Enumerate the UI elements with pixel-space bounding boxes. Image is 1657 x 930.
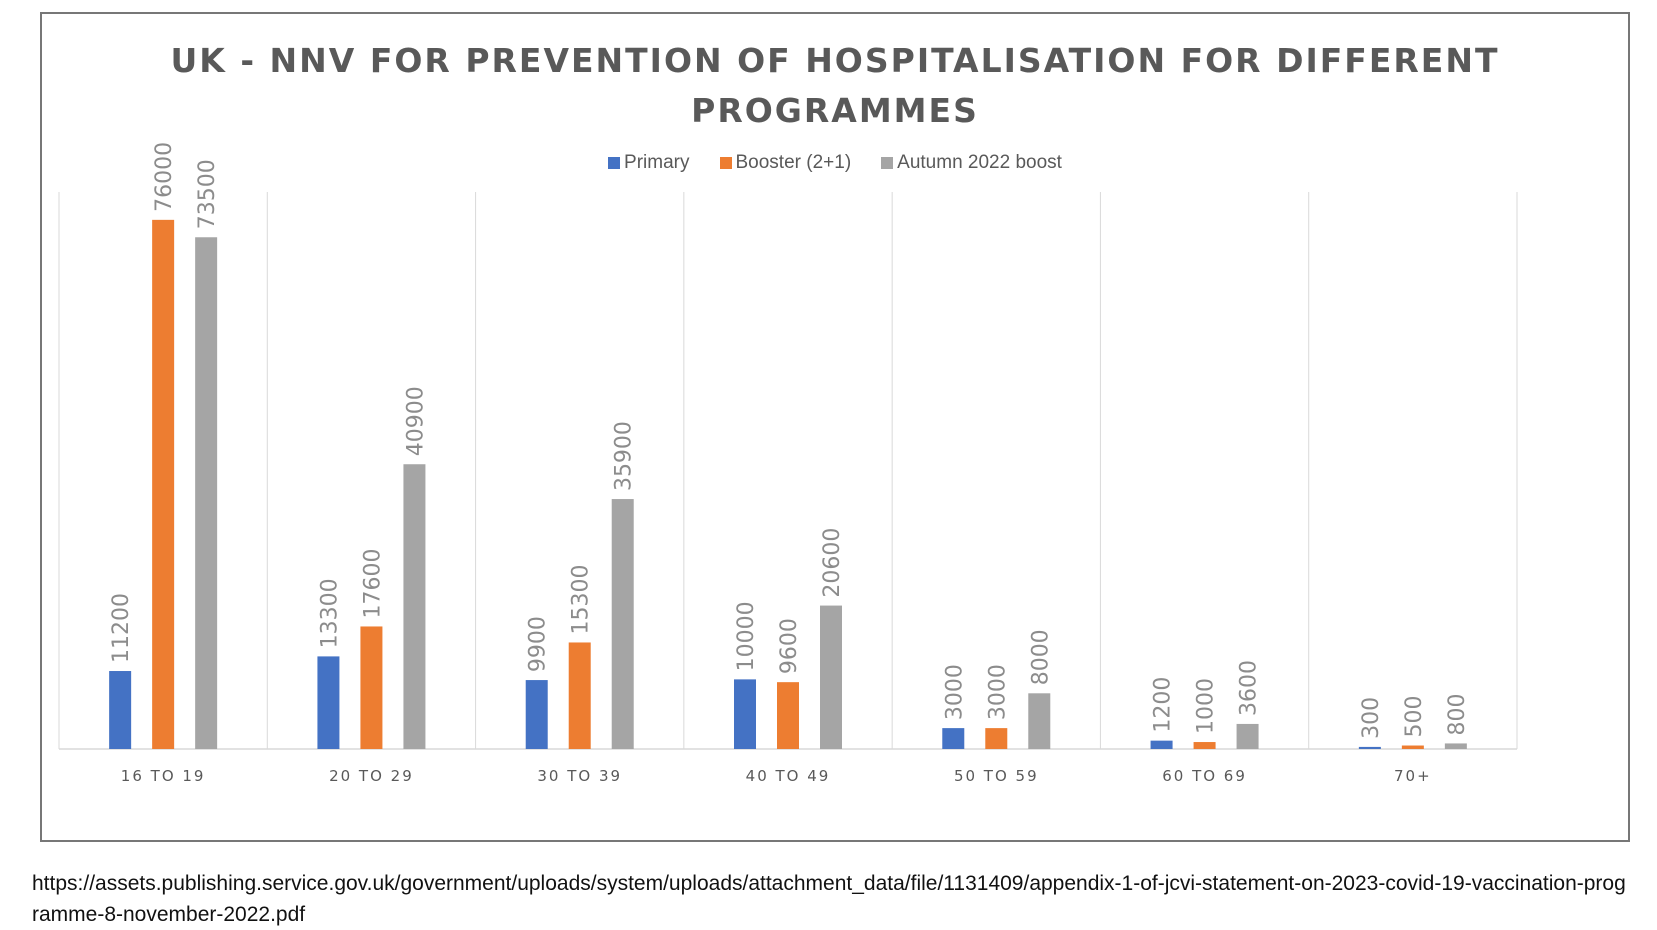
data-label: 8000 xyxy=(1028,629,1053,685)
x-tick-label: 50 TO 59 xyxy=(954,767,1039,785)
bar-primary-5 xyxy=(1150,740,1173,749)
bar-autumn-2022-boost-3 xyxy=(820,605,842,749)
bar-booster-2-1-6 xyxy=(1401,745,1424,749)
legend-label-primary: Primary xyxy=(624,152,690,173)
data-label: 15300 xyxy=(569,564,594,634)
bar-primary-4 xyxy=(942,728,965,749)
data-label: 9900 xyxy=(526,616,551,672)
data-label: 20600 xyxy=(820,528,845,598)
chart-title-line-2: PROGRAMMES xyxy=(691,91,979,130)
bar-booster-2-1-3 xyxy=(777,682,799,749)
x-tick-label: 20 TO 29 xyxy=(329,767,414,785)
bar-primary-3 xyxy=(734,679,756,749)
data-label: 800 xyxy=(1445,693,1470,735)
data-label: 9600 xyxy=(777,618,802,674)
legend-swatch-autumn xyxy=(881,157,894,169)
chart-title-line-1: UK - NNV FOR PREVENTION OF HOSPITALISATI… xyxy=(170,41,1500,80)
x-tick-label: 60 TO 69 xyxy=(1162,767,1247,785)
data-label: 11200 xyxy=(109,593,134,663)
plot-area: 11200 76000 73500 16 TO 19 13300 17600 40900 20… xyxy=(58,142,1518,785)
data-label: 3000 xyxy=(985,664,1010,720)
legend-swatch-primary xyxy=(608,157,621,169)
bar-booster-2-1-5 xyxy=(1193,742,1216,749)
bar-booster-2-1-0 xyxy=(152,219,175,750)
legend-item-booster: Booster (2+1) xyxy=(719,152,852,174)
legend: Primary Booster (2+1) Autumn 2022 boost xyxy=(42,152,1628,174)
chart-frame: UK - NNV FOR PREVENTION OF HOSPITALISATI… xyxy=(40,12,1630,842)
bar-autumn-2022-boost-5 xyxy=(1236,723,1259,749)
x-tick-label: 70+ xyxy=(1394,767,1432,785)
bar-autumn-2022-boost-6 xyxy=(1444,743,1467,749)
data-label: 3000 xyxy=(942,664,967,720)
data-label: 40900 xyxy=(403,386,428,456)
data-label: 1000 xyxy=(1194,678,1219,734)
data-label: 17600 xyxy=(360,548,385,618)
data-label: 1200 xyxy=(1151,677,1176,733)
bar-primary-1 xyxy=(317,656,340,749)
bar-autumn-2022-boost-2 xyxy=(611,499,634,749)
data-label: 35900 xyxy=(612,421,637,491)
bar-booster-2-1-4 xyxy=(985,728,1008,749)
data-label: 10000 xyxy=(734,601,759,671)
bar-autumn-2022-boost-0 xyxy=(195,237,218,749)
x-tick-label: 40 TO 49 xyxy=(746,767,831,785)
data-label: 73500 xyxy=(195,159,220,229)
x-tick-label: 16 TO 19 xyxy=(121,767,206,785)
legend-item-autumn: Autumn 2022 boost xyxy=(881,152,1062,174)
legend-label-autumn: Autumn 2022 boost xyxy=(897,152,1062,173)
bar-primary-6 xyxy=(1358,746,1381,749)
data-label: 76000 xyxy=(152,142,177,212)
bar-primary-0 xyxy=(109,671,132,749)
data-label: 13300 xyxy=(317,578,342,648)
data-label: 300 xyxy=(1359,697,1384,739)
source-url[interactable]: https://assets.publishing.service.gov.uk… xyxy=(32,872,1626,926)
x-tick-label: 30 TO 39 xyxy=(537,767,622,785)
legend-label-booster: Booster (2+1) xyxy=(735,152,852,173)
bar-autumn-2022-boost-4 xyxy=(1028,693,1051,749)
data-label: 3600 xyxy=(1237,660,1262,716)
data-label: 500 xyxy=(1402,696,1427,738)
legend-item-primary: Primary xyxy=(608,152,690,174)
legend-swatch-booster xyxy=(719,157,732,169)
chart-title: UK - NNV FOR PREVENTION OF HOSPITALISATI… xyxy=(42,36,1628,136)
bar-primary-2 xyxy=(525,680,548,749)
bar-booster-2-1-1 xyxy=(360,626,383,749)
bar-autumn-2022-boost-1 xyxy=(403,464,426,749)
bar-booster-2-1-2 xyxy=(568,642,591,749)
